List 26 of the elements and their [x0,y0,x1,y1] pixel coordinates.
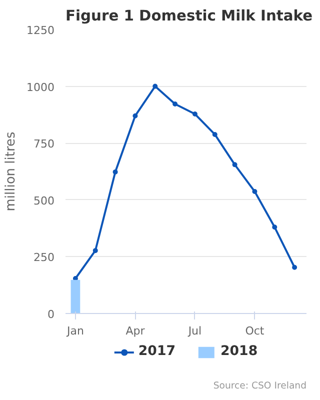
point [272,224,278,230]
x-tick-label: Apr [126,324,146,338]
x-tick-label: Jan [66,324,84,338]
x-tick-label: Oct [245,324,265,338]
point [112,169,118,174]
y-tick-label: 1250 [26,24,55,37]
chart-title: Figure 1 Domestic Milk Intake [66,8,313,24]
point [92,248,98,254]
point [232,162,238,168]
y-axis-title: million litres [4,131,19,212]
y-tick-label: 750 [34,138,55,151]
point [172,102,178,107]
x-tick-label: Jul [187,324,202,338]
y-tick-label: 1000 [26,80,55,94]
legend-label: 2018 [220,344,258,359]
point [192,112,198,117]
y-tick-label: 0 [48,308,54,321]
source-note: Source: CSO Ireland [213,380,307,392]
point [132,113,138,118]
point [152,84,158,89]
y-tick-label: 500 [34,194,55,208]
y-tick-label: 250 [34,251,55,264]
legend-label: 2017 [138,344,176,359]
point [252,189,258,194]
point [292,264,298,270]
point [212,132,218,137]
